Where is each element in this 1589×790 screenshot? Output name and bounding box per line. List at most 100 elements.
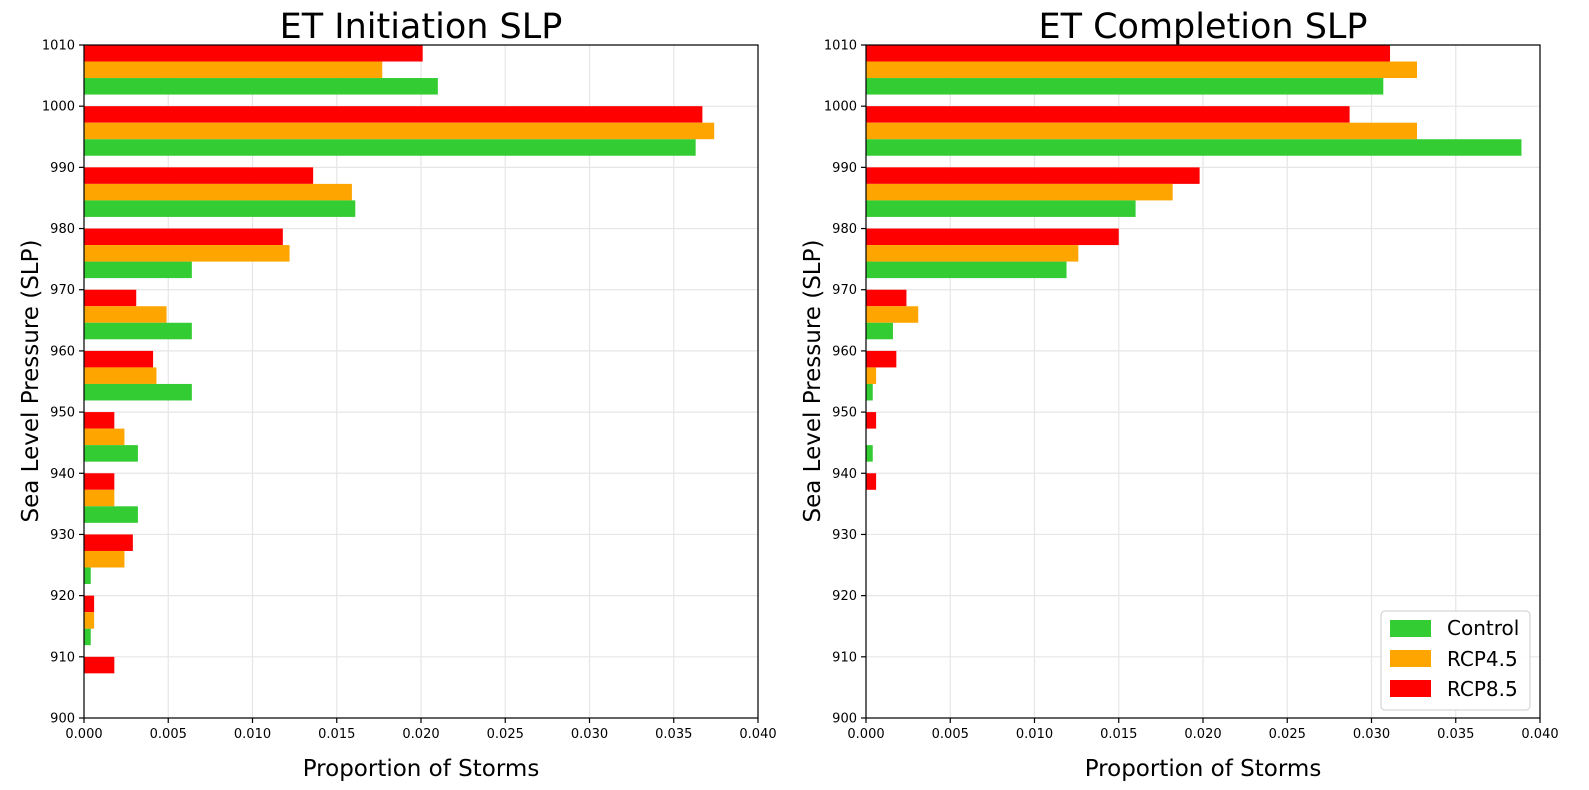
chart-et-completion: ET Completion SLP Proportion of Storms S… (800, 7, 1559, 782)
bar-rcp45-980 (866, 183, 1173, 201)
x-tick-label: 0.035 (655, 727, 692, 742)
bars (84, 45, 715, 674)
y-tick-label: 920 (832, 589, 857, 604)
bar-rcp85-980 (84, 167, 314, 184)
x-axis-title: Proportion of Storms (303, 756, 540, 782)
y-tick-label: 920 (50, 589, 75, 604)
legend: Control RCP4.5 RCP8.5 (1380, 610, 1531, 711)
bar-control-920 (84, 567, 91, 585)
bar-control-950 (84, 383, 192, 401)
bar-rcp45-970 (84, 245, 290, 262)
bar-rcp85-950 (866, 350, 897, 368)
x-tick-label: 0.000 (65, 727, 102, 742)
bar-control-980 (84, 200, 356, 217)
bar-rcp85-940 (866, 412, 877, 429)
x-tick-label: 0.030 (571, 727, 608, 742)
bar-rcp85-940 (84, 412, 115, 429)
chart-title: ET Initiation SLP (280, 7, 563, 47)
bar-rcp45-990 (84, 122, 715, 140)
bar-rcp45-910 (84, 612, 95, 629)
y-tick-label: 940 (50, 467, 75, 482)
x-tick-label: 0.005 (932, 727, 969, 742)
y-tick-label: 1000 (42, 100, 75, 115)
bar-rcp45-1000 (866, 61, 1417, 79)
bar-rcp85-950 (84, 350, 154, 368)
y-tick-label: 990 (832, 161, 857, 176)
x-tick-label: 0.015 (1100, 727, 1137, 742)
x-tick-label: 0.020 (402, 727, 439, 742)
x-axis-ticks: 0.000 0.005 0.010 0.015 0.020 0.025 0.030 0.035… (65, 718, 777, 742)
bar-rcp45-960 (84, 306, 167, 323)
y-tick-label: 990 (50, 161, 75, 176)
x-tick-label: 0.020 (1184, 727, 1221, 742)
bar-rcp85-930 (866, 473, 877, 490)
y-tick-label: 940 (832, 467, 857, 482)
y-tick-label: 900 (832, 712, 857, 727)
y-tick-label: 980 (832, 222, 857, 237)
bar-control-940 (866, 445, 873, 462)
x-axis-ticks: 0.000 0.005 0.010 0.015 0.020 0.025 0.030 0.035… (847, 718, 1559, 742)
bar-rcp85-980 (866, 167, 1200, 184)
y-tick-label: 930 (832, 528, 857, 543)
bar-control-980 (866, 200, 1136, 217)
bar-rcp85-970 (84, 228, 283, 246)
bar-rcp45-940 (84, 428, 125, 446)
bar-rcp85-1000 (84, 45, 423, 62)
y-tick-label: 900 (50, 712, 75, 727)
y-tick-label: 1010 (42, 39, 75, 54)
y-tick-label: 960 (50, 344, 75, 359)
y-axis-title: Sea Level Pressure (SLP) (800, 240, 826, 523)
x-tick-label: 0.025 (1269, 727, 1306, 742)
y-tick-label: 970 (832, 283, 857, 298)
y-tick-label: 970 (50, 283, 75, 298)
y-tick-label: 1010 (824, 39, 857, 54)
y-tick-label: 960 (832, 344, 857, 359)
bar-rcp85-900 (84, 656, 115, 674)
bar-rcp45-980 (84, 183, 352, 201)
x-tick-label: 0.035 (1437, 727, 1474, 742)
legend-swatch-control (1390, 620, 1431, 637)
bar-control-950 (866, 383, 873, 401)
bars (866, 45, 1522, 490)
y-axis-title: Sea Level Pressure (SLP) (18, 240, 44, 523)
bar-rcp85-1000 (866, 45, 1391, 62)
bar-rcp45-950 (866, 367, 877, 384)
bar-control-1000 (866, 78, 1384, 95)
bar-rcp45-990 (866, 122, 1417, 140)
y-tick-label: 930 (50, 528, 75, 543)
x-tick-label: 0.005 (150, 727, 187, 742)
bar-control-970 (84, 261, 192, 279)
bar-rcp45-930 (84, 489, 115, 507)
bar-rcp85-990 (84, 106, 703, 123)
bar-control-970 (866, 261, 1067, 279)
bar-control-990 (84, 139, 696, 156)
x-tick-label: 0.040 (1521, 727, 1558, 742)
chart-title: ET Completion SLP (1038, 7, 1367, 47)
y-tick-label: 910 (50, 650, 75, 665)
x-tick-label: 0.025 (487, 727, 524, 742)
bar-control-960 (866, 322, 893, 340)
x-tick-label: 0.030 (1353, 727, 1390, 742)
bar-rcp85-960 (84, 289, 137, 307)
x-tick-label: 0.040 (739, 727, 776, 742)
bar-control-940 (84, 445, 138, 462)
y-tick-label: 980 (50, 222, 75, 237)
x-tick-label: 0.015 (318, 727, 355, 742)
bar-control-1000 (84, 78, 438, 95)
bar-rcp85-920 (84, 534, 133, 551)
y-axis-ticks: 900 910 920 930 940 950 960 970 980 990 1000 1010 (42, 39, 84, 727)
bar-rcp85-990 (866, 106, 1350, 123)
bar-control-910 (84, 628, 91, 646)
legend-label-rcp85: RCP8.5 (1447, 677, 1518, 701)
legend-swatch-rcp45 (1390, 650, 1431, 667)
bar-control-960 (84, 322, 192, 340)
bar-rcp85-910 (84, 595, 95, 613)
bar-control-990 (866, 139, 1522, 156)
chart-et-initiation: ET Initiation SLP Proportion of Storms S… (18, 7, 777, 782)
y-tick-label: 910 (832, 650, 857, 665)
bar-rcp45-970 (866, 245, 1079, 262)
bar-rcp85-930 (84, 473, 115, 490)
y-axis-ticks: 900 910 920 930 940 950 960 970 980 990 1000 1010 (824, 39, 866, 727)
legend-swatch-rcp85 (1390, 680, 1431, 697)
